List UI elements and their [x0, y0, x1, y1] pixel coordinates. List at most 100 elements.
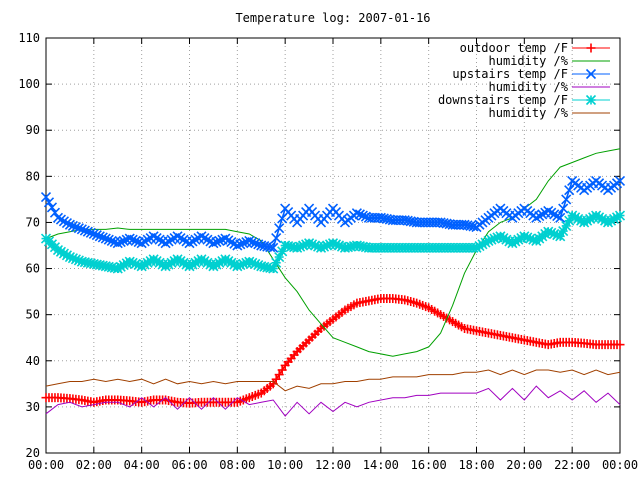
series-3: [45, 385, 621, 417]
series-point-2: [552, 211, 563, 222]
series-point-2: [61, 217, 72, 229]
series-point-2: [357, 210, 368, 221]
series-point-2: [85, 227, 96, 238]
series-point-2: [139, 236, 150, 247]
y-tick-label: 80: [26, 169, 40, 183]
axis-ticks: 20 30 40 50 60 70 80 90 100 110 00:00 02:00 04:00 06:…: [18, 31, 638, 472]
legend-label: humidity /%: [489, 106, 569, 120]
series-point-2: [435, 217, 446, 228]
series-point-2: [247, 236, 258, 248]
series-point-2: [175, 232, 186, 244]
series-point-2: [534, 211, 545, 222]
series-point-2: [465, 220, 476, 231]
series-point-2: [459, 219, 470, 230]
series-point-2: [130, 235, 141, 246]
series-point-2: [253, 239, 264, 250]
series-point-2: [537, 209, 548, 220]
series-point-2: [381, 213, 392, 225]
series-2: [40, 175, 626, 253]
series-point-2: [546, 207, 557, 218]
series-point-2: [64, 219, 75, 230]
legend-marker-4: [585, 94, 597, 106]
series-point-2: [208, 238, 219, 249]
series-point-2: [187, 236, 198, 247]
series-point-2: [399, 215, 410, 226]
x-tick-label: 18:00: [458, 458, 494, 472]
series-point-2: [235, 239, 246, 250]
series-point-4: [602, 217, 614, 228]
series-point-2: [154, 234, 165, 245]
y-tick-label: 40: [26, 354, 40, 368]
series-point-2: [151, 232, 162, 244]
series-point-2: [468, 221, 479, 232]
series-point-2: [43, 197, 55, 208]
series-point-2: [100, 233, 111, 244]
series-point-2: [112, 238, 123, 249]
y-tick-label: 100: [18, 77, 40, 91]
y-tick-label: 20: [26, 446, 40, 460]
x-tick-label: 00:00: [28, 458, 64, 472]
legend-label: outdoor temp /F: [460, 41, 568, 55]
series-point-0: [615, 340, 625, 350]
series-point-2: [136, 238, 147, 249]
series-point-2: [55, 214, 67, 225]
series-1: [45, 148, 621, 357]
series-point-2: [561, 194, 572, 205]
y-tick-label: 110: [18, 31, 40, 45]
series-point-2: [262, 241, 273, 252]
series-point-2: [52, 212, 64, 223]
series-point-2: [211, 236, 222, 248]
series-point-2: [244, 235, 255, 246]
series-point-0: [271, 374, 281, 384]
series-point-4: [614, 210, 626, 221]
series-line-3: [45, 385, 621, 417]
series-point-2: [274, 223, 285, 234]
series-point-2: [160, 238, 171, 249]
series-point-2: [73, 223, 84, 234]
series-point-2: [196, 231, 207, 242]
series-point-2: [256, 240, 267, 251]
series-point-0: [277, 365, 287, 375]
series-point-2: [405, 216, 416, 227]
y-tick-label: 60: [26, 262, 40, 276]
x-tick-label: 10:00: [267, 458, 303, 472]
series-point-2: [199, 232, 210, 244]
series-line-5: [45, 369, 621, 392]
series-point-2: [531, 212, 542, 223]
legend-marker-2: [585, 68, 597, 80]
x-tick-label: 14:00: [363, 458, 399, 472]
legend-marker-0: [586, 43, 596, 53]
series-point-2: [271, 232, 282, 244]
series-point-2: [88, 228, 99, 240]
x-tick-label: 02:00: [76, 458, 112, 472]
series-point-2: [220, 233, 231, 244]
series-point-2: [118, 235, 129, 246]
series-5: [45, 369, 621, 392]
series-point-2: [462, 220, 473, 231]
series-point-2: [402, 215, 413, 226]
series-point-2: [127, 234, 138, 245]
series-0: [41, 294, 625, 408]
series-point-2: [354, 209, 365, 220]
series-point-2: [148, 231, 159, 242]
series-point-2: [97, 232, 108, 243]
series-point-2: [232, 240, 243, 251]
series-point-2: [441, 218, 452, 229]
series-point-2: [58, 216, 70, 227]
series-point-2: [82, 226, 93, 237]
series-point-2: [226, 236, 237, 248]
series-point-2: [115, 236, 126, 248]
series-point-2: [214, 235, 225, 246]
series-point-2: [178, 234, 189, 245]
legend-label: upstairs temp /F: [452, 67, 568, 81]
series-point-2: [166, 234, 177, 245]
x-tick-label: 00:00: [602, 458, 638, 472]
x-tick-label: 06:00: [171, 458, 207, 472]
series-point-2: [103, 234, 114, 245]
series-point-2: [91, 230, 102, 241]
legend-label: humidity /%: [489, 80, 569, 94]
series-point-0: [274, 370, 284, 380]
series-point-2: [555, 212, 566, 223]
